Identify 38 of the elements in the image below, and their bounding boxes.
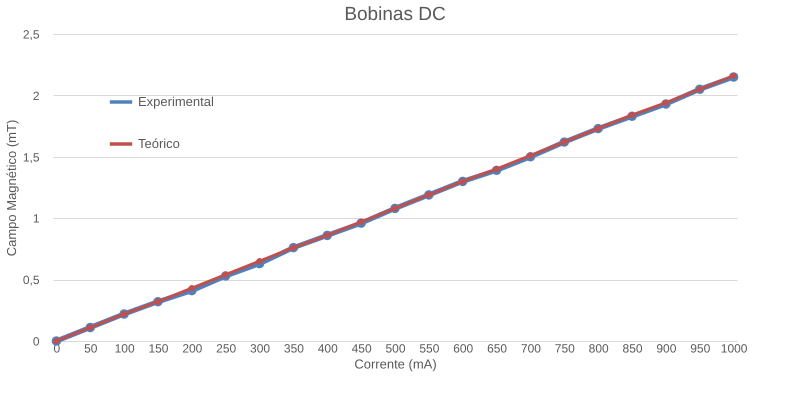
point: [662, 100, 670, 106]
x-tick-label: 700: [520, 342, 542, 356]
y-tick-label: 1,5: [22, 150, 40, 164]
x-tick-label: 150: [148, 342, 169, 356]
x-tick-label: 800: [588, 342, 609, 356]
y-tick-label: 1: [32, 212, 40, 226]
x-tick-label: 1000: [720, 342, 748, 356]
point: [730, 72, 737, 79]
x-tick-label: 300: [250, 342, 270, 356]
x-tick-label: 900: [656, 342, 677, 356]
x-tick-label: 200: [182, 342, 203, 356]
x-tick-label: 250: [216, 342, 237, 356]
x-tick-label: 750: [554, 342, 576, 356]
x-tick-label: 600: [453, 342, 474, 356]
point: [527, 152, 534, 159]
x-tick-label: 950: [690, 342, 711, 356]
x-tick-label: 350: [284, 342, 304, 356]
x-tick-label: 100: [114, 342, 135, 356]
point: [256, 258, 263, 264]
point: [493, 166, 500, 172]
point: [628, 112, 636, 118]
point: [188, 285, 195, 292]
legend-label: Experimental: [138, 94, 214, 109]
point: [358, 218, 364, 226]
x-tick-label: 50: [84, 342, 98, 356]
chart-title: Bobinas DC: [344, 4, 446, 25]
x-tick-label: 550: [419, 342, 440, 356]
x-tick-label: 650: [487, 342, 508, 356]
y-tick-label: 2: [32, 88, 40, 103]
y-tick-label: 2,5: [22, 28, 40, 42]
x-tick-label: 450: [352, 342, 372, 356]
x-tick-label: 500: [385, 342, 406, 356]
y-axis-title: Campo Magnético (mT): [4, 120, 19, 256]
x-axis-title: Corrente (mA): [354, 356, 437, 372]
x-tick-label: 400: [318, 342, 338, 356]
y-tick-label: 0,5: [22, 273, 40, 288]
x-tick-label: 850: [622, 342, 643, 356]
legend-label: Teórico: [138, 136, 180, 151]
